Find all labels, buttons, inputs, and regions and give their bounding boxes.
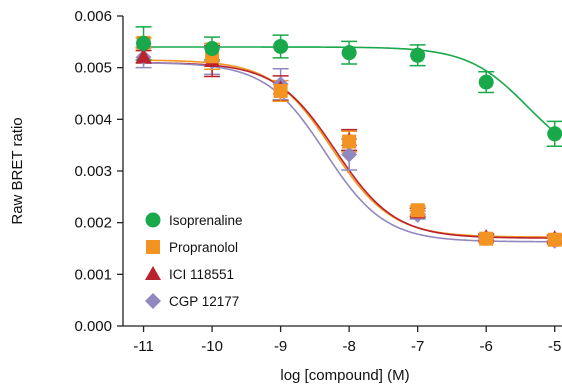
- legend-item-cgp-12177: CGP 12177: [145, 293, 239, 309]
- data-point-isoprenaline: [136, 35, 152, 51]
- legend-marker-propranolol: [146, 240, 160, 254]
- data-point-propranolol: [410, 203, 425, 218]
- legend-marker-ici-118551: [145, 266, 161, 280]
- data-point-isoprenaline: [204, 41, 220, 57]
- y-tick-label: 0.002: [74, 215, 112, 232]
- x-tick-label: -11: [133, 338, 154, 355]
- legend-label: Isoprenaline: [169, 213, 243, 228]
- legend-label: CGP 12177: [169, 294, 239, 309]
- data-point-isoprenaline: [410, 47, 426, 63]
- data-point-isoprenaline: [341, 45, 357, 61]
- data-point-ici-118551: [135, 48, 152, 63]
- legend-item-ici-118551: ICI 118551: [145, 266, 234, 282]
- y-tick-label: 0.001: [74, 266, 112, 283]
- data-point-propranolol: [479, 231, 494, 246]
- x-tick-label: -6: [480, 338, 493, 355]
- x-tick-label: -7: [411, 338, 424, 355]
- y-tick-label: 0.005: [74, 60, 112, 77]
- y-tick-label: 0.006: [74, 8, 112, 25]
- y-tick-label: 0.004: [74, 111, 112, 128]
- legend-label: Propranolol: [169, 240, 238, 255]
- legend-label: ICI 118551: [169, 267, 234, 282]
- data-markers: [135, 35, 562, 249]
- x-axis-ticks: -11 -10 -9 -8 -7 -6 -5: [133, 326, 561, 355]
- y-tick-label: 0.003: [74, 163, 112, 180]
- x-tick-label: -10: [201, 338, 223, 355]
- data-point-propranolol: [273, 83, 288, 98]
- data-point-isoprenaline: [273, 38, 289, 54]
- data-point-propranolol: [547, 232, 562, 247]
- legend-item-isoprenaline: Isoprenaline: [145, 212, 243, 228]
- legend-marker-cgp-12177: [145, 293, 161, 309]
- data-point-propranolol: [342, 134, 357, 149]
- data-point-cgp-12177: [341, 146, 358, 163]
- legend: Isoprenaline Propranolol ICI 118551 CGP 121…: [145, 212, 243, 309]
- legend-marker-isoprenaline: [145, 212, 161, 228]
- legend-item-propranolol: Propranolol: [146, 240, 238, 255]
- y-axis-ticks: 0.000 0.001 0.002 0.003 0.004 0.005 0.006: [74, 8, 123, 335]
- y-tick-label: 0.000: [74, 318, 112, 335]
- data-point-isoprenaline: [547, 126, 562, 142]
- x-axis-title: log [compound] (M): [280, 367, 409, 384]
- x-tick-label: -9: [274, 338, 287, 355]
- x-tick-label: -5: [548, 338, 561, 355]
- data-point-isoprenaline: [478, 74, 494, 90]
- y-axis-title: Raw BRET ratio: [9, 117, 26, 224]
- x-tick-label: -8: [342, 338, 355, 355]
